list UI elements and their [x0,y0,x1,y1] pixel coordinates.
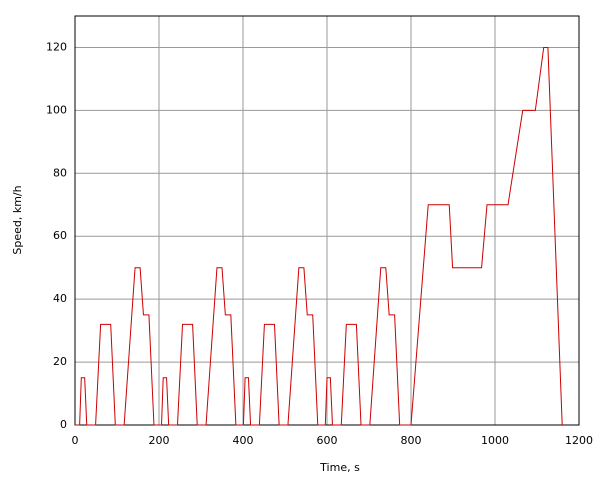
x-tick-label: 1200 [565,434,593,447]
x-tick-label: 800 [401,434,422,447]
x-tick-label: 600 [317,434,338,447]
y-tick-label: 80 [53,166,67,179]
speed-line [75,46,563,426]
y-axis-label: Speed, km/h [11,185,24,254]
y-tick-label: 20 [53,355,67,368]
x-tick-label: 0 [72,434,79,447]
x-axis-label: Time, s [319,461,360,474]
y-tick-label: 120 [46,40,67,53]
y-tick-label: 0 [60,418,67,431]
y-tick-label: 100 [46,103,67,116]
x-tick-label: 200 [149,434,170,447]
y-tick-label: 40 [53,292,67,305]
x-tick-label: 1000 [481,434,509,447]
x-tick-label: 400 [233,434,254,447]
plot-frame [74,15,580,426]
y-tick-label: 60 [53,229,67,242]
